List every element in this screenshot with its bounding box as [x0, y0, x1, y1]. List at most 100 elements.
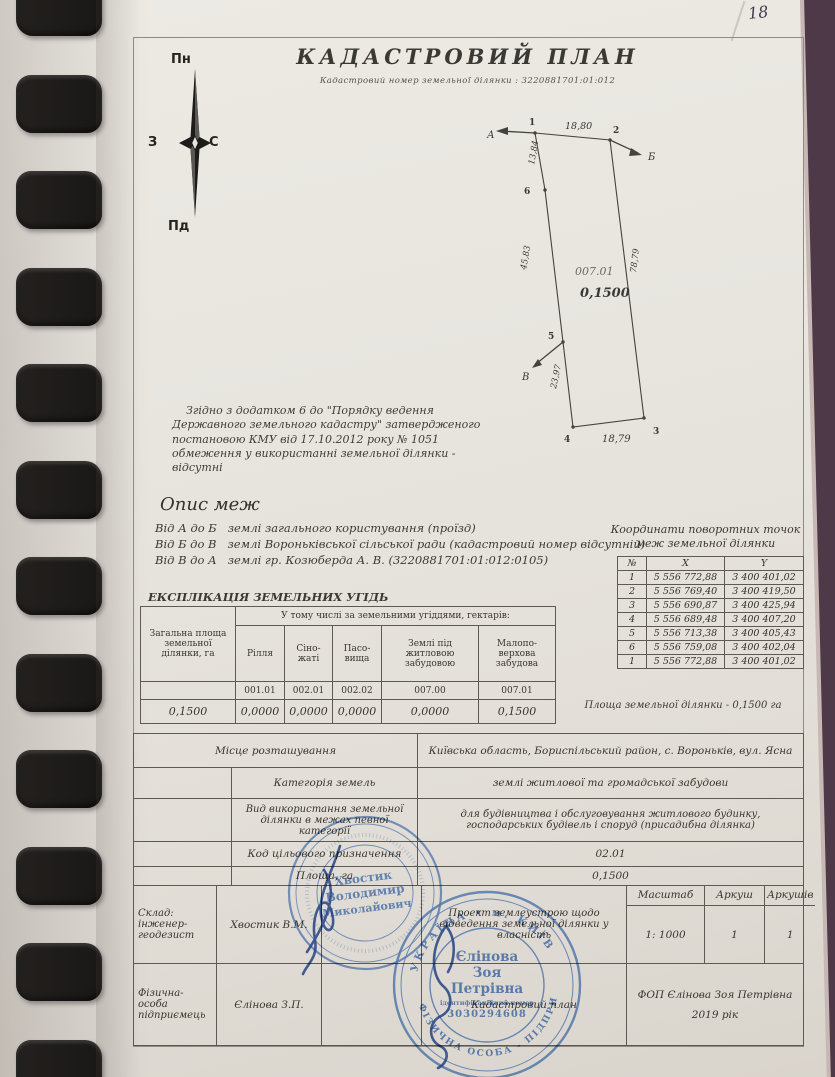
binding-tooth [16, 171, 102, 230]
expl-value: 0,0000 [235, 699, 285, 724]
category-value: землі житлової та громадської забудови [417, 768, 803, 798]
expl-value: 0,0000 [284, 699, 333, 724]
expl-subheader: Землі під житловою забудовою [381, 625, 479, 682]
binding-tooth [16, 364, 102, 423]
org-year: 2019 рік [691, 1008, 739, 1021]
sheets-value: 1 [786, 928, 794, 941]
signature-fop-flourish [444, 924, 456, 974]
expl-subheader: Пасо-вища [332, 625, 382, 682]
boundary-point-a: А [486, 130, 495, 141]
row-entrepreneur: Фізична-особа підприємець Єлінова З.П. К… [134, 963, 803, 1045]
category-label: Категорія земель [231, 768, 417, 798]
expl-code-empty [140, 681, 236, 700]
sheet-label: Аркуш [705, 886, 764, 906]
purpose-code-value: 02.01 [417, 842, 803, 866]
entrepreneur-name: Єлінова З.П. [216, 964, 321, 1045]
entrepreneur-label: Фізична-особа підприємець [138, 988, 206, 1021]
expl-total: 0,1500 [140, 699, 236, 724]
parcel-area: 0,1500 [580, 286, 630, 301]
stamp2-name2: Зоя [473, 965, 502, 981]
restrictions-note: Згідно з додатком 6 до "Порядку ведення … [172, 404, 481, 475]
indent-cell [134, 799, 231, 841]
dim-1-6: 13,84 [527, 140, 541, 166]
vertex-label-2: 2 [613, 126, 619, 136]
expl-subheader: Сіно-жаті [284, 625, 333, 682]
scale-cell: Масштаб 1: 1000 [626, 886, 704, 963]
compass-west-label: З [148, 135, 158, 150]
row-category: Категорія земель землі житлової та грома… [134, 767, 803, 798]
binding-tooth [16, 846, 102, 905]
expl-code: 007.00 [381, 681, 479, 700]
border-line-va: Від В до А землі гр. Козюберда А. В. (32… [155, 553, 549, 567]
expl-subheader: Рілля [235, 625, 285, 682]
project-title: Проект землеустрою щодо відведення земел… [421, 886, 626, 963]
dim-5-4: 23,97 [549, 363, 564, 390]
use-type-value: для будівництва і обслуговування житлово… [417, 799, 803, 841]
expl-span-header: У тому числі за земельними угіддями, гек… [235, 606, 556, 626]
coords-col-x: X [646, 556, 725, 571]
stamp2-name3: Петрівна [451, 981, 524, 997]
vertex-label-3: 3 [653, 427, 659, 437]
expl-value: 0,0000 [381, 699, 479, 724]
expl-code: 007.01 [478, 681, 556, 700]
binding-tooth [16, 943, 102, 1002]
stamp2-id-label: ідентифікаційний номер [440, 999, 534, 1007]
row-area: Площа, га 0,1500 [134, 866, 803, 885]
comb-binding [0, 0, 120, 1077]
document-title: КАДАСТРОВИЙ ПЛАН [296, 44, 639, 69]
expl-code: 002.01 [284, 681, 333, 700]
stamp2-name1: Єлінова [456, 949, 519, 965]
sheets-cell: Аркушів 1 [764, 886, 816, 963]
org-cell: ФОП Єлінова Зоя Петрівна 2019 рік [626, 964, 803, 1045]
org-name: ФОП Єлінова Зоя Петрівна [637, 988, 793, 1001]
geodesist-stamp: Хвостик Володимир Миколайович [287, 815, 443, 971]
vertex-label-1: 1 [529, 118, 535, 128]
explication-heading: ЕКСПЛІКАЦІЯ ЗЕМЕЛЬНИХ УГІДЬ [148, 590, 389, 604]
dim-2-3: 78,79 [629, 247, 642, 273]
compass-east-label: С [209, 135, 219, 150]
compass-south-label: Пд [168, 219, 190, 234]
binding-tooth [16, 267, 102, 326]
sheet-value: 1 [731, 928, 738, 941]
document-frame [133, 37, 804, 1047]
vertex-label-6: 6 [524, 187, 530, 197]
vertex-label-5: 5 [548, 332, 554, 342]
binding-tooth [16, 460, 102, 519]
signature-geodesist-flourish [305, 868, 333, 954]
compass-star-icon [179, 69, 211, 217]
indent-cell [134, 867, 231, 885]
binding-tooth [16, 750, 102, 809]
row-location: Місце розташування Київська область, Бор… [134, 734, 803, 767]
area-value: 0,1500 [417, 867, 803, 885]
purpose-code-label: Код цільового призначення [231, 842, 417, 866]
signature-geodesist [301, 844, 342, 976]
vertex-label-4: 4 [564, 435, 570, 445]
cadastral-number-subtitle: Кадастровий номер земельної ділянки : 32… [319, 76, 616, 86]
stamps-overlay: Хвостик Володимир Миколайович УКРАЇНА • … [260, 800, 582, 1077]
parcel-diagram: А 1 18,80 2 Б 13,84 6 45,83 78,79 007.01… [486, 118, 659, 445]
sheets-label: Аркушів [765, 886, 816, 906]
handwritten-page-number: 18 [747, 1, 770, 24]
row-use-type: Вид використання земельної ділянки в меж… [134, 798, 803, 841]
row-purpose-code: Код цільового призначення 02.01 [134, 841, 803, 866]
location-label: Місце розташування [214, 744, 337, 757]
binding-tooth [16, 74, 102, 133]
coords-col-n: № [617, 556, 647, 571]
binding-tooth [16, 1039, 102, 1077]
expl-subheader: Малопо-верхова забудова [478, 625, 556, 682]
expl-code: 002.02 [332, 681, 382, 700]
indent-cell [134, 842, 231, 866]
explication-table: Загальна площа земельної ділянки, га У т… [140, 606, 556, 724]
border-line-bv: Від Б до В землі Вороньківської сільсько… [155, 537, 646, 551]
expl-value: 0,0000 [332, 699, 382, 724]
details-table: Місце розташування Київська область, Бор… [133, 733, 816, 1046]
expl-code: 001.01 [235, 681, 285, 700]
